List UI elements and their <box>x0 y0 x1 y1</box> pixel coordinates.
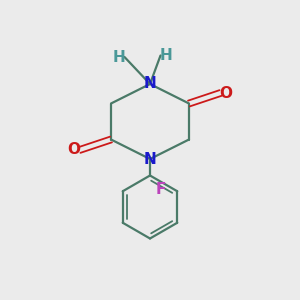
Text: O: O <box>219 85 232 100</box>
Text: H: H <box>160 48 172 63</box>
Text: O: O <box>68 142 81 158</box>
Text: N: N <box>144 152 156 166</box>
Text: N: N <box>144 76 156 92</box>
Text: H: H <box>113 50 125 64</box>
Text: F: F <box>156 182 166 197</box>
